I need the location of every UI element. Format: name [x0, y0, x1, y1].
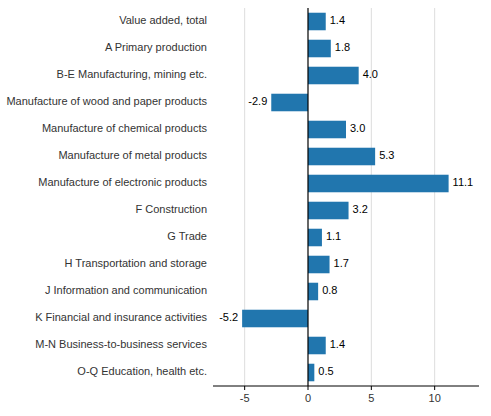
data-label: 1.8	[335, 41, 350, 53]
bar	[308, 283, 318, 301]
category-label: Manufacture of chemical products	[42, 122, 208, 134]
bar	[242, 310, 308, 328]
bar	[308, 229, 322, 247]
bar	[308, 13, 326, 31]
tick-label: 10	[429, 392, 441, 404]
data-label: 1.7	[334, 257, 349, 269]
data-label: 4.0	[363, 68, 378, 80]
category-label: Value added, total	[119, 14, 207, 26]
bar	[308, 337, 326, 355]
grid-line	[371, 8, 372, 386]
category-label: A Primary production	[105, 41, 207, 53]
tick-label: 0	[305, 392, 311, 404]
data-label: 1.4	[330, 14, 345, 26]
data-label: 1.1	[326, 230, 341, 242]
grid-line	[434, 8, 435, 386]
data-label: -2.9	[248, 95, 267, 107]
bar	[308, 40, 331, 58]
zero-line	[307, 8, 308, 386]
bar	[308, 67, 359, 85]
category-label: F Construction	[135, 203, 207, 215]
data-label: -5.2	[219, 311, 238, 323]
data-label: 1.4	[330, 338, 345, 350]
data-label: 3.0	[350, 122, 365, 134]
bar	[308, 148, 375, 166]
category-label: G Trade	[167, 230, 207, 242]
tick-mark	[244, 386, 245, 390]
data-label: 0.5	[318, 365, 333, 377]
category-label: J Information and communication	[45, 284, 207, 296]
grid-line	[244, 8, 245, 386]
tick-mark	[371, 386, 372, 390]
bar	[308, 364, 314, 382]
category-label: M-N Business-to-business services	[35, 338, 207, 350]
bar	[271, 94, 308, 112]
category-label: Manufacture of electronic products	[38, 176, 207, 188]
bars	[242, 13, 448, 382]
grid	[245, 8, 435, 386]
category-label: H Transportation and storage	[65, 257, 207, 269]
category-label: Manufacture of metal products	[58, 149, 207, 161]
category-label: Manufacture of wood and paper products	[6, 95, 207, 107]
category-label: K Financial and insurance activities	[35, 311, 207, 323]
data-label: 0.8	[322, 284, 337, 296]
tick-mark	[308, 386, 309, 390]
bar	[308, 175, 449, 193]
bar	[308, 121, 346, 139]
chart: O-Q Education, health etc. M-N Business-t…	[0, 0, 491, 416]
category-label: O-Q Education, health etc.	[77, 365, 207, 377]
tick-label: -5	[240, 392, 250, 404]
x-axis	[213, 386, 479, 387]
data-label: 3.2	[353, 203, 368, 215]
tick-label: 5	[368, 392, 374, 404]
tick-mark	[434, 386, 435, 390]
data-label: 5.3	[379, 149, 394, 161]
category-label: B-E Manufacturing, mining etc.	[57, 68, 207, 80]
bar	[308, 202, 349, 220]
data-label: 11.1	[453, 176, 474, 188]
bar	[308, 256, 330, 274]
